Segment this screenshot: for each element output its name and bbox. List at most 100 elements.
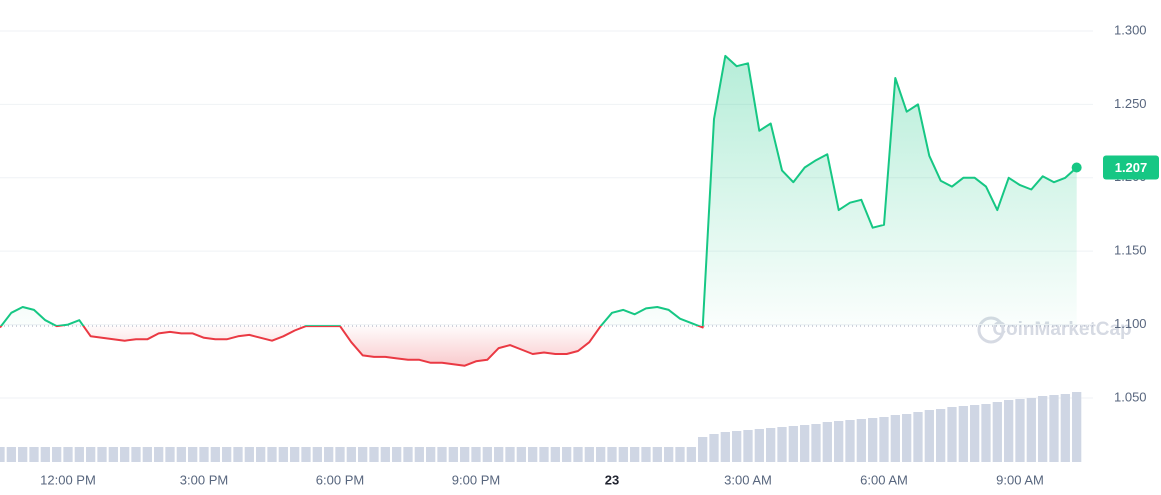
volume-bar bbox=[913, 412, 923, 462]
volume-bar bbox=[142, 447, 152, 462]
volume-bar bbox=[562, 447, 572, 462]
volume-bar bbox=[392, 447, 402, 462]
price-line bbox=[0, 54, 1078, 367]
volume-bar bbox=[0, 447, 5, 462]
volume-bar bbox=[1004, 400, 1014, 462]
volume-bar bbox=[414, 447, 424, 462]
volume-bar bbox=[188, 447, 198, 462]
volume-bar bbox=[256, 447, 266, 462]
volume-bar bbox=[18, 447, 28, 462]
volume-bar bbox=[788, 426, 798, 462]
volume-bar bbox=[346, 447, 356, 462]
volume-bar bbox=[97, 447, 107, 462]
volume-bar bbox=[108, 447, 118, 462]
volume-bar bbox=[301, 447, 311, 462]
volume-bar bbox=[324, 447, 334, 462]
last-point bbox=[1071, 162, 1082, 173]
volume-bar bbox=[437, 447, 447, 462]
volume-bar bbox=[222, 447, 232, 462]
volume-bar bbox=[924, 410, 934, 462]
y-tick-label: 1.050 bbox=[1114, 389, 1147, 404]
volume-bar bbox=[505, 447, 515, 462]
y-tick-label: 1.150 bbox=[1114, 243, 1147, 258]
volume-bar bbox=[607, 447, 617, 462]
volume-bar bbox=[890, 415, 900, 462]
x-tick-label: 3:00 PM bbox=[180, 472, 228, 487]
volume-bar bbox=[845, 420, 855, 462]
volume-bar bbox=[539, 447, 549, 462]
price-area bbox=[0, 55, 1077, 366]
volume-bar bbox=[154, 447, 164, 462]
volume-bar bbox=[74, 447, 84, 462]
volume-bar bbox=[267, 447, 277, 462]
volume-bar bbox=[403, 447, 413, 462]
volume-bar bbox=[902, 414, 912, 462]
volume-bar bbox=[29, 447, 39, 462]
volume-bar bbox=[1072, 392, 1082, 462]
volume-bar bbox=[290, 447, 300, 462]
volume-bar bbox=[131, 447, 141, 462]
volume-bar bbox=[550, 447, 560, 462]
volume-bar bbox=[868, 418, 878, 462]
volume-bar bbox=[1015, 399, 1025, 462]
x-tick-label: 6:00 PM bbox=[316, 472, 364, 487]
x-tick-label: 23 bbox=[605, 472, 619, 487]
volume-bar bbox=[86, 447, 96, 462]
volume-bar bbox=[732, 431, 742, 462]
volume-bar bbox=[630, 447, 640, 462]
volume-bar bbox=[482, 447, 492, 462]
volume-bar bbox=[743, 430, 753, 462]
y-tick-label: 1.250 bbox=[1114, 96, 1147, 111]
volume-bar bbox=[460, 447, 470, 462]
volume-bar bbox=[879, 417, 889, 462]
volume-bar bbox=[1049, 395, 1059, 462]
price-tag-label: 1.207 bbox=[1115, 160, 1148, 175]
volume-bar bbox=[584, 447, 594, 462]
volume-bar bbox=[709, 434, 719, 462]
volume-bar bbox=[52, 447, 62, 462]
volume-bar bbox=[448, 447, 458, 462]
volume-bar bbox=[652, 447, 662, 462]
volume-bar bbox=[176, 447, 186, 462]
volume-bar bbox=[369, 447, 379, 462]
volume-bar bbox=[981, 404, 991, 462]
volume-bar bbox=[358, 447, 368, 462]
volume-bar bbox=[494, 447, 504, 462]
x-tick-label: 12:00 PM bbox=[40, 472, 96, 487]
y-tick-label: 1.100 bbox=[1114, 316, 1147, 331]
volume-bar bbox=[426, 447, 436, 462]
volume-bar bbox=[312, 447, 322, 462]
price-tag bbox=[1103, 155, 1159, 180]
volume-bar bbox=[822, 422, 832, 462]
volume-bar bbox=[992, 402, 1002, 462]
volume-bar bbox=[686, 447, 696, 462]
x-tick-label: 9:00 PM bbox=[452, 472, 500, 487]
volume-bar bbox=[800, 425, 810, 462]
volume-bar bbox=[936, 409, 946, 462]
x-tick-label: 9:00 AM bbox=[996, 472, 1044, 487]
volume-bar bbox=[165, 447, 175, 462]
x-tick-label: 6:00 AM bbox=[860, 472, 908, 487]
volume-bar bbox=[834, 421, 844, 462]
volume-bar bbox=[777, 427, 787, 462]
volume-bar bbox=[278, 447, 288, 462]
volume-bar bbox=[1060, 394, 1070, 462]
y-tick-label: 1.300 bbox=[1114, 22, 1147, 37]
volume-bar bbox=[528, 447, 538, 462]
volume-bar bbox=[720, 432, 730, 462]
volume-bar bbox=[675, 447, 685, 462]
volume-bar bbox=[596, 447, 606, 462]
volume-bar bbox=[1026, 398, 1036, 462]
volume-bar bbox=[471, 447, 481, 462]
volume-bar bbox=[120, 447, 130, 462]
volume-bar bbox=[40, 447, 50, 462]
volume-bar bbox=[6, 447, 16, 462]
volume-bar bbox=[380, 447, 390, 462]
volume-bar bbox=[664, 447, 674, 462]
volume-bar bbox=[754, 429, 764, 462]
volume-bar bbox=[947, 407, 957, 462]
volume-bar bbox=[516, 447, 526, 462]
volume-bar bbox=[1038, 396, 1048, 462]
volume-bar bbox=[618, 447, 628, 462]
